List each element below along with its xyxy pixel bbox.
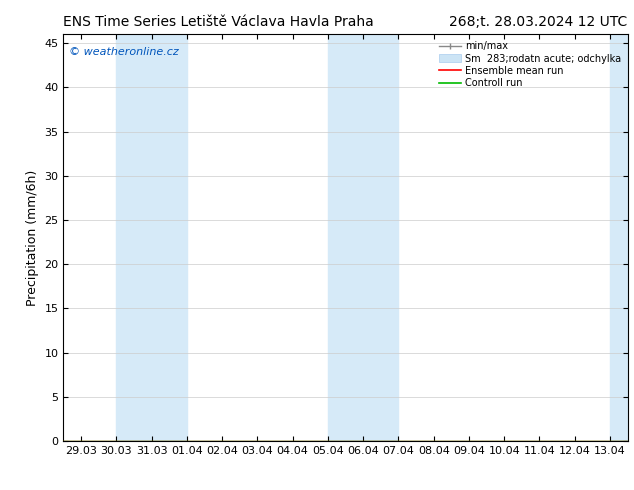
Y-axis label: Precipitation (mm/6h): Precipitation (mm/6h)	[26, 170, 39, 306]
Text: 268;t. 28.03.2024 12 UTC: 268;t. 28.03.2024 12 UTC	[450, 15, 628, 29]
Text: ENS Time Series Letiště Václava Havla Praha: ENS Time Series Letiště Václava Havla Pr…	[63, 15, 374, 29]
Bar	[610, 34, 634, 441]
Bar	[116, 34, 187, 441]
Legend: min/max, Sm  283;rodatn acute; odchylka, Ensemble mean run, Controll run: min/max, Sm 283;rodatn acute; odchylka, …	[437, 39, 623, 90]
Bar	[328, 34, 398, 441]
Text: © weatheronline.cz: © weatheronline.cz	[69, 47, 179, 56]
